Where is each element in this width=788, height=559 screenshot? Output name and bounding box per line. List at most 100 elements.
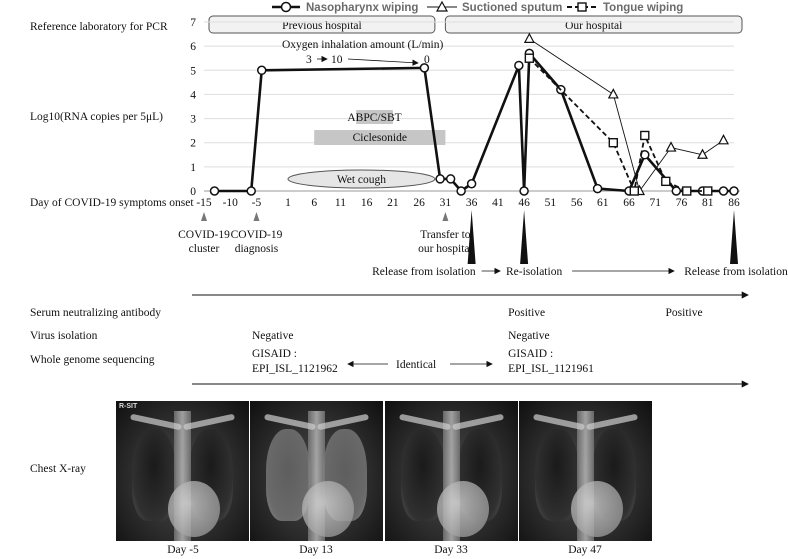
isolation-label: Re-isolation bbox=[506, 266, 562, 278]
x-tick-label: 66 bbox=[623, 197, 635, 209]
point-tongue bbox=[608, 138, 619, 148]
point-nasopharynx bbox=[592, 183, 603, 194]
x-tick-label: 86 bbox=[728, 197, 740, 209]
isolation-marker-icon bbox=[730, 210, 738, 264]
y-axis-label: Log10(RNA copies per 5μL) bbox=[30, 111, 163, 123]
oxygen-label: Oxygen inhalation amount (L/min) bbox=[282, 39, 443, 51]
chest-xray-image: R-SIT bbox=[116, 401, 249, 541]
row-label-serum: Serum neutralizing antibody bbox=[30, 307, 161, 319]
x-tick-label: 36 bbox=[466, 197, 478, 209]
point-nasopharynx bbox=[209, 186, 220, 196]
xray-day-label-4: Day 47 bbox=[568, 544, 602, 556]
treatment-abpc: ABPC/SBT bbox=[347, 110, 402, 124]
wgs-middle: Identical bbox=[396, 359, 436, 371]
x-tick-label: 46 bbox=[518, 197, 530, 209]
x-tick-label: 26 bbox=[413, 197, 425, 209]
chest-xray-image bbox=[250, 401, 383, 541]
point-tongue bbox=[661, 176, 671, 187]
point-nasopharynx bbox=[419, 63, 430, 73]
legend-label-sputum: Suctioned sputum bbox=[462, 2, 562, 14]
y-tick-label: 2 bbox=[190, 138, 196, 150]
treatment-ciclesonide-label: Ciclesonide bbox=[353, 132, 407, 144]
x-ticks: -15 -10 -5 1 6 11 16 21 26 31 36 41 46 51 56 61 66 71 76 81… bbox=[196, 197, 740, 209]
point-nasopharynx bbox=[435, 174, 445, 184]
legend-label-nasopharynx: Nasopharynx wiping bbox=[306, 2, 418, 14]
x-tick-label: -15 bbox=[196, 197, 212, 209]
oxygen-value-end: 0 bbox=[424, 54, 430, 66]
x-tick-label: 41 bbox=[492, 197, 504, 209]
isolation-label: Release from isolation bbox=[684, 266, 788, 278]
point-nasopharynx bbox=[246, 186, 256, 196]
y-tick-label: 7 bbox=[190, 17, 196, 29]
point-tongue bbox=[703, 186, 713, 196]
x-tick-label: -10 bbox=[223, 197, 239, 209]
row-label-virus: Virus isolation bbox=[30, 330, 98, 342]
wgs-right-line2: EPI_ISL_1121961 bbox=[508, 363, 594, 375]
point-nasopharynx bbox=[729, 186, 739, 196]
isolation-marker-icon bbox=[520, 210, 529, 264]
point-nasopharynx bbox=[519, 186, 529, 196]
point-nasopharynx bbox=[445, 174, 456, 184]
x-tick-label: 16 bbox=[361, 197, 373, 209]
isolation-label: Release from isolation bbox=[372, 266, 476, 278]
wgs-left-line1: GISAID : bbox=[252, 348, 297, 360]
wgs-values: GISAID : EPI_ISL_1121962 Identical GISAI… bbox=[252, 348, 594, 375]
point-tongue bbox=[524, 53, 535, 63]
y-tick-label: 3 bbox=[190, 114, 196, 126]
hospital-ours: Our hospital bbox=[444, 15, 743, 34]
y-tick-label: 5 bbox=[190, 65, 196, 77]
xray-day-label-2: Day 13 bbox=[299, 544, 333, 556]
y-ticks: 0 1 2 3 4 5 6 7 bbox=[190, 17, 196, 198]
x-tick-label: 76 bbox=[676, 197, 688, 209]
treatment-abpc-label: ABPC/SBT bbox=[347, 112, 401, 124]
y-tick-label: 1 bbox=[190, 162, 196, 174]
symptom-wet-cough-label: Wet cough bbox=[337, 174, 386, 186]
treatment-ciclesonide: Ciclesonide bbox=[314, 130, 446, 145]
serum-value: Positive bbox=[666, 307, 703, 319]
oxygen-value-start: 3 bbox=[306, 54, 312, 66]
x-tick-label: 1 bbox=[285, 197, 291, 209]
hospital-previous: Previous hospital bbox=[208, 15, 436, 34]
x-tick-label: 61 bbox=[597, 197, 609, 209]
row-label-xray: Chest X-ray bbox=[30, 463, 86, 475]
point-sputum bbox=[697, 148, 709, 159]
x-tick-label: 56 bbox=[571, 197, 583, 209]
series-line bbox=[528, 57, 708, 192]
legend-label-tongue: Tongue wiping bbox=[603, 2, 683, 14]
point-sputum bbox=[523, 32, 535, 43]
legend-item-nasopharynx: Nasopharynx wiping bbox=[272, 1, 418, 14]
virus-values: Negative Negative bbox=[252, 330, 550, 342]
legend-item-sputum: Suctioned sputum bbox=[427, 0, 562, 14]
x-tick-label: 81 bbox=[702, 197, 714, 209]
event-label: COVID-19 cluster bbox=[178, 229, 230, 255]
point-tongue bbox=[629, 186, 639, 196]
series-line bbox=[529, 38, 724, 192]
x-tick-label: 11 bbox=[335, 197, 346, 209]
event-marker-icon bbox=[253, 212, 260, 221]
symptom-wet-cough: Wet cough bbox=[287, 169, 436, 189]
row-label-reference-lab: Reference laboratory for PCR bbox=[30, 21, 168, 33]
x-tick-label: -5 bbox=[252, 197, 262, 209]
legend-item-tongue: Tongue wiping bbox=[567, 2, 683, 14]
point-sputum bbox=[665, 141, 677, 152]
point-tongue bbox=[682, 186, 692, 196]
legend: Nasopharynx wiping Suctioned sputum Tong… bbox=[272, 0, 683, 14]
oxygen-arrow-2 bbox=[347, 58, 419, 66]
plot-series bbox=[209, 32, 739, 196]
isolation-row: Release from isolation Re-isolation Releas… bbox=[372, 210, 788, 278]
oxygen-annotation: Oxygen inhalation amount (L/min) 3 10 0 bbox=[282, 39, 443, 66]
y-tick-label: 6 bbox=[190, 41, 196, 53]
x-axis-label: Day of COVID-19 symptoms onset bbox=[30, 197, 194, 209]
event-marker-icon bbox=[442, 212, 449, 221]
xray-marker-icon: R-SIT bbox=[119, 403, 138, 410]
hospital-ours-label: Our hospital bbox=[565, 20, 622, 32]
serum-value: Positive bbox=[508, 307, 545, 319]
xray-day-label-1: Day -5 bbox=[167, 544, 199, 556]
x-tick-label: 31 bbox=[440, 197, 452, 209]
x-tick-label: 71 bbox=[650, 197, 662, 209]
point-nasopharynx bbox=[671, 186, 682, 196]
point-nasopharynx bbox=[718, 186, 729, 196]
wgs-right-line1: GISAID : bbox=[508, 348, 553, 360]
point-nasopharynx bbox=[456, 186, 466, 196]
